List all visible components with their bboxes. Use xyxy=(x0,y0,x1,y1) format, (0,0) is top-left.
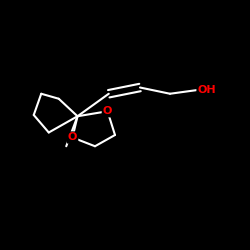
Text: O: O xyxy=(103,106,112,116)
Text: O: O xyxy=(68,132,77,142)
Text: OH: OH xyxy=(198,85,216,95)
